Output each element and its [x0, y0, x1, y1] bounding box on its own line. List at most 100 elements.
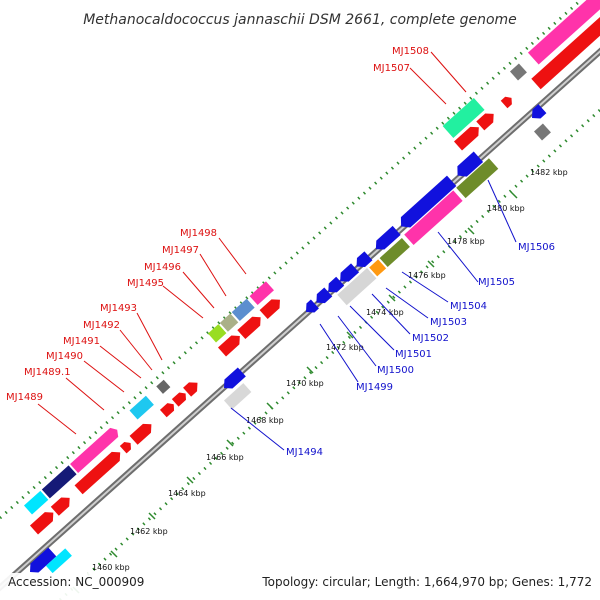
gene-bar[interactable] [527, 0, 600, 65]
gene-label-mj1507: MJ1507 [373, 63, 410, 74]
gene-bar[interactable] [476, 109, 497, 131]
kbp-tick-mark [148, 512, 156, 520]
gene-bar[interactable] [129, 420, 156, 445]
gene-bar[interactable] [70, 425, 121, 473]
gene-bar[interactable] [159, 400, 177, 418]
label-leader [487, 179, 517, 243]
kbp-tick-label: 1466 kbp [206, 453, 244, 462]
label-leader [371, 293, 411, 335]
gene-label-mj1503: MJ1503 [430, 317, 467, 328]
kbp-tick-mark [510, 191, 518, 199]
gene-bar[interactable] [324, 276, 345, 297]
reverse-strand-genes [26, 104, 551, 576]
gene-label-mj1489-1: MJ1489.1 [24, 367, 71, 378]
gene-bar[interactable] [531, 8, 600, 90]
kbp-tick-mark [266, 402, 274, 410]
gene-bar[interactable] [249, 281, 274, 305]
gene-bar[interactable] [231, 298, 255, 322]
genome-title: Methanocaldococcus jannaschii DSM 2661, … [83, 12, 517, 28]
topology-text: Topology: circular; Length: 1,664,970 bp… [261, 575, 592, 589]
gene-bar[interactable] [500, 94, 515, 109]
gene-bar[interactable] [119, 439, 134, 454]
gene-bar[interactable] [183, 378, 201, 397]
gene-bar[interactable] [156, 379, 171, 394]
kbp-tick-label: 1480 kbp [487, 204, 525, 213]
gene-label-mj1502: MJ1502 [412, 333, 449, 344]
kbp-tick-label: 1472 kbp [326, 343, 364, 352]
gene-bar[interactable] [337, 268, 377, 306]
label-leader [119, 329, 153, 371]
gene-bar[interactable] [74, 448, 125, 495]
gene-bar[interactable] [442, 97, 485, 138]
forward-strand-genes [23, 0, 600, 535]
gene-bar[interactable] [237, 313, 264, 340]
kbp-tick-mark [306, 366, 314, 374]
kbp-tick-mark [226, 439, 234, 447]
gene-bar[interactable] [23, 490, 49, 515]
kbp-tick-mark [388, 294, 396, 302]
gene-label-mj1506: MJ1506 [518, 242, 555, 253]
gene-label-mj1499: MJ1499 [356, 382, 393, 393]
gene-label-mj1504: MJ1504 [450, 301, 487, 312]
gene-label-mj1491: MJ1491 [63, 336, 100, 347]
gene-bar[interactable] [453, 151, 484, 181]
kbp-tick-label: 1464 kbp [168, 489, 206, 498]
gene-bar[interactable] [453, 123, 483, 151]
gene-bar[interactable] [29, 508, 57, 535]
gene-bar[interactable] [223, 383, 252, 410]
gene-bar[interactable] [220, 367, 246, 392]
gene-bar[interactable] [528, 104, 547, 122]
gene-bar[interactable] [207, 324, 227, 343]
label-leader [430, 51, 467, 93]
gene-bar[interactable] [302, 299, 319, 317]
kbp-tick-label: 1476 kbp [408, 271, 446, 280]
kbp-tick-mark [186, 476, 194, 484]
gene-bar[interactable] [217, 331, 244, 357]
gene-bar[interactable] [353, 251, 373, 271]
gene-label-mj1497: MJ1497 [162, 245, 199, 256]
gene-bar[interactable] [456, 158, 499, 199]
kbp-tick-label: 1468 kbp [246, 416, 284, 425]
label-leader [162, 285, 204, 319]
footer-background [0, 573, 600, 600]
kbp-tick-mark [110, 550, 118, 558]
gene-bar[interactable] [396, 175, 457, 232]
label-leader [37, 403, 77, 435]
label-leader [199, 253, 227, 297]
label-leader [83, 360, 125, 393]
gene-bar[interactable] [259, 295, 284, 319]
label-leader [349, 305, 395, 351]
label-leader [99, 345, 142, 379]
gene-bar[interactable] [509, 63, 527, 81]
label-leader [337, 315, 377, 367]
gene-label-mj1490: MJ1490 [46, 351, 83, 362]
label-leader [65, 377, 105, 411]
gene-bar[interactable] [372, 225, 401, 254]
gene-bar[interactable] [50, 493, 74, 516]
kbp-tick-label: 1460 kbp [92, 563, 130, 572]
kbp-tick-label: 1482 kbp [530, 168, 568, 177]
gene-bar[interactable] [533, 123, 551, 141]
gene-bar[interactable] [379, 237, 410, 267]
gene-bar[interactable] [404, 190, 463, 245]
kbp-ticks: 1460 kbp 1462 kbp 1464 kbp 1466 kbp 1468 kbp… [72, 168, 568, 594]
label-leader [409, 67, 447, 105]
gene-bar[interactable] [336, 263, 360, 285]
gene-bar[interactable] [171, 390, 189, 407]
gene-bar[interactable] [41, 465, 77, 499]
gene-bar[interactable] [312, 287, 333, 307]
kbp-tick-mark [427, 260, 435, 268]
gene-bar[interactable] [26, 547, 57, 576]
gene-bar[interactable] [129, 395, 154, 420]
label-leader [437, 231, 479, 283]
label-leader [218, 237, 247, 275]
label-leader [230, 407, 285, 451]
accession-text: Accession: NC_000909 [8, 575, 144, 589]
gene-bar[interactable] [369, 259, 387, 277]
kbp-tick-mark [467, 227, 475, 235]
gene-label-mj1498: MJ1498 [180, 228, 217, 239]
gene-bar[interactable] [219, 313, 239, 332]
gene-bar[interactable] [45, 548, 72, 574]
